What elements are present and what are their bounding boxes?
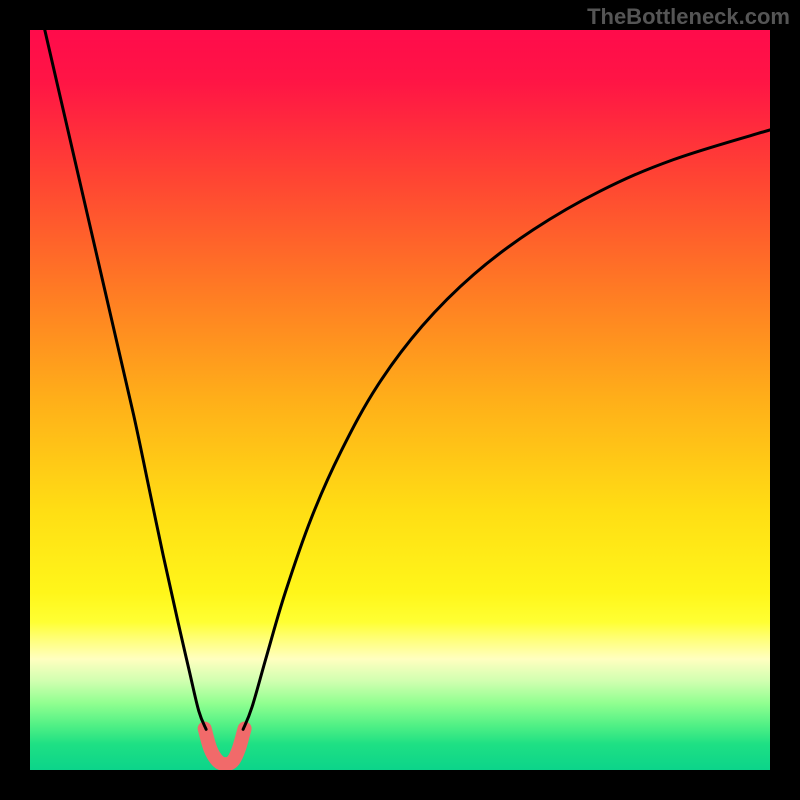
curve-right xyxy=(243,130,770,729)
chart-container: TheBottleneck.com xyxy=(0,0,800,800)
valley-notch xyxy=(205,729,245,765)
watermark-text: TheBottleneck.com xyxy=(587,4,790,30)
plot-area xyxy=(30,30,770,770)
curve-left xyxy=(45,30,206,729)
curve-layer xyxy=(30,30,770,770)
